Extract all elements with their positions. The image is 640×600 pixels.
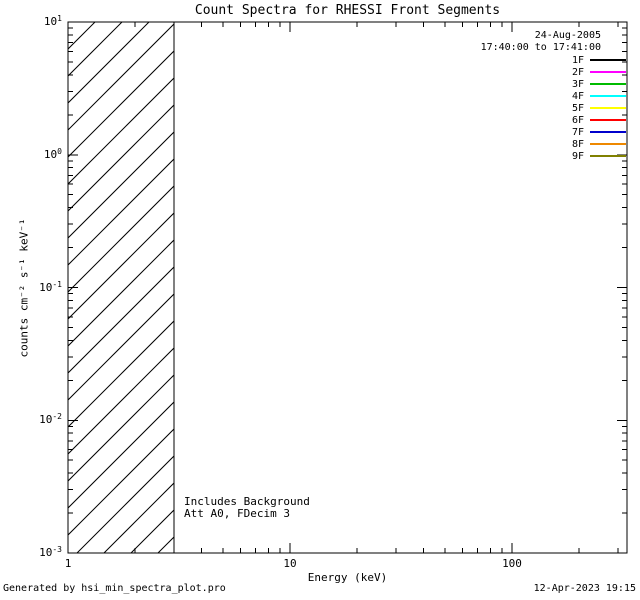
legend-entry: 8F <box>481 138 626 150</box>
legend-entry: 3F <box>481 78 626 90</box>
annotation-includes-background: Includes Background <box>184 495 310 508</box>
legend-color-line <box>590 119 626 121</box>
plot-annotations: Includes Background Att A0, FDecim 3 <box>184 496 310 520</box>
legend-entry: 2F <box>481 66 626 78</box>
legend-entry: 6F <box>481 114 626 126</box>
y-tick-label: 10-3 <box>39 545 62 559</box>
legend-entry-label: 2F <box>571 66 584 78</box>
chart-title: Count Spectra for RHESSI Front Segments <box>194 3 501 18</box>
legend-entry-label: 1F <box>571 54 584 66</box>
y-tick-label: 100 <box>43 146 62 161</box>
x-axis-label: Energy (keV) <box>307 571 388 584</box>
annotation-attenuator-state: Att A0, FDecim 3 <box>184 507 290 520</box>
legend-color-line <box>590 107 626 109</box>
legend: 24-Aug-2005 17:40:00 to 17:41:00 1F 2F 3F 4… <box>481 30 626 162</box>
legend-date: 24-Aug-2005 <box>534 30 601 41</box>
legend-color-line <box>590 95 626 97</box>
legend-entry-label: 5F <box>571 102 584 114</box>
footer-generator-credit: Generated by hsi_min_spectra_plot.pro <box>3 583 226 594</box>
legend-entry: 1F <box>481 54 626 66</box>
legend-color-line <box>590 131 626 133</box>
legend-color-line <box>590 83 626 85</box>
legend-entry-label: 7F <box>571 126 584 138</box>
legend-time-range: 17:40:00 to 17:41:00 <box>480 42 601 53</box>
legend-entry: 4F <box>481 90 626 102</box>
legend-color-line <box>590 59 626 61</box>
x-tick-label: 10 <box>283 557 297 570</box>
x-tick-label: 100 <box>502 557 522 570</box>
legend-entry-label: 4F <box>571 90 584 102</box>
legend-color-line <box>590 143 626 145</box>
y-tick-label: 10-2 <box>39 412 62 427</box>
legend-color-line <box>590 71 626 73</box>
legend-entry-label: 9F <box>571 150 584 162</box>
x-tick-label: 1 <box>64 557 72 570</box>
y-axis-label: counts cm⁻² s⁻¹ keV⁻¹ <box>17 218 31 358</box>
y-tick-label: 10-1 <box>39 279 62 294</box>
legend-color-line <box>590 155 626 157</box>
legend-entry-label: 3F <box>571 78 584 90</box>
legend-entry: 9F <box>481 150 626 162</box>
legend-entry-label: 8F <box>571 138 584 150</box>
y-tick-label: 101 <box>43 14 62 28</box>
footer-plot-timestamp: 12-Apr-2023 19:15 <box>533 583 636 594</box>
legend-entry: 7F <box>481 126 626 138</box>
legend-entry-label: 6F <box>571 114 584 126</box>
legend-entry: 5F <box>481 102 626 114</box>
legend-entries: 1F 2F 3F 4F 5F 6F 7F 8F 9F <box>481 54 626 162</box>
